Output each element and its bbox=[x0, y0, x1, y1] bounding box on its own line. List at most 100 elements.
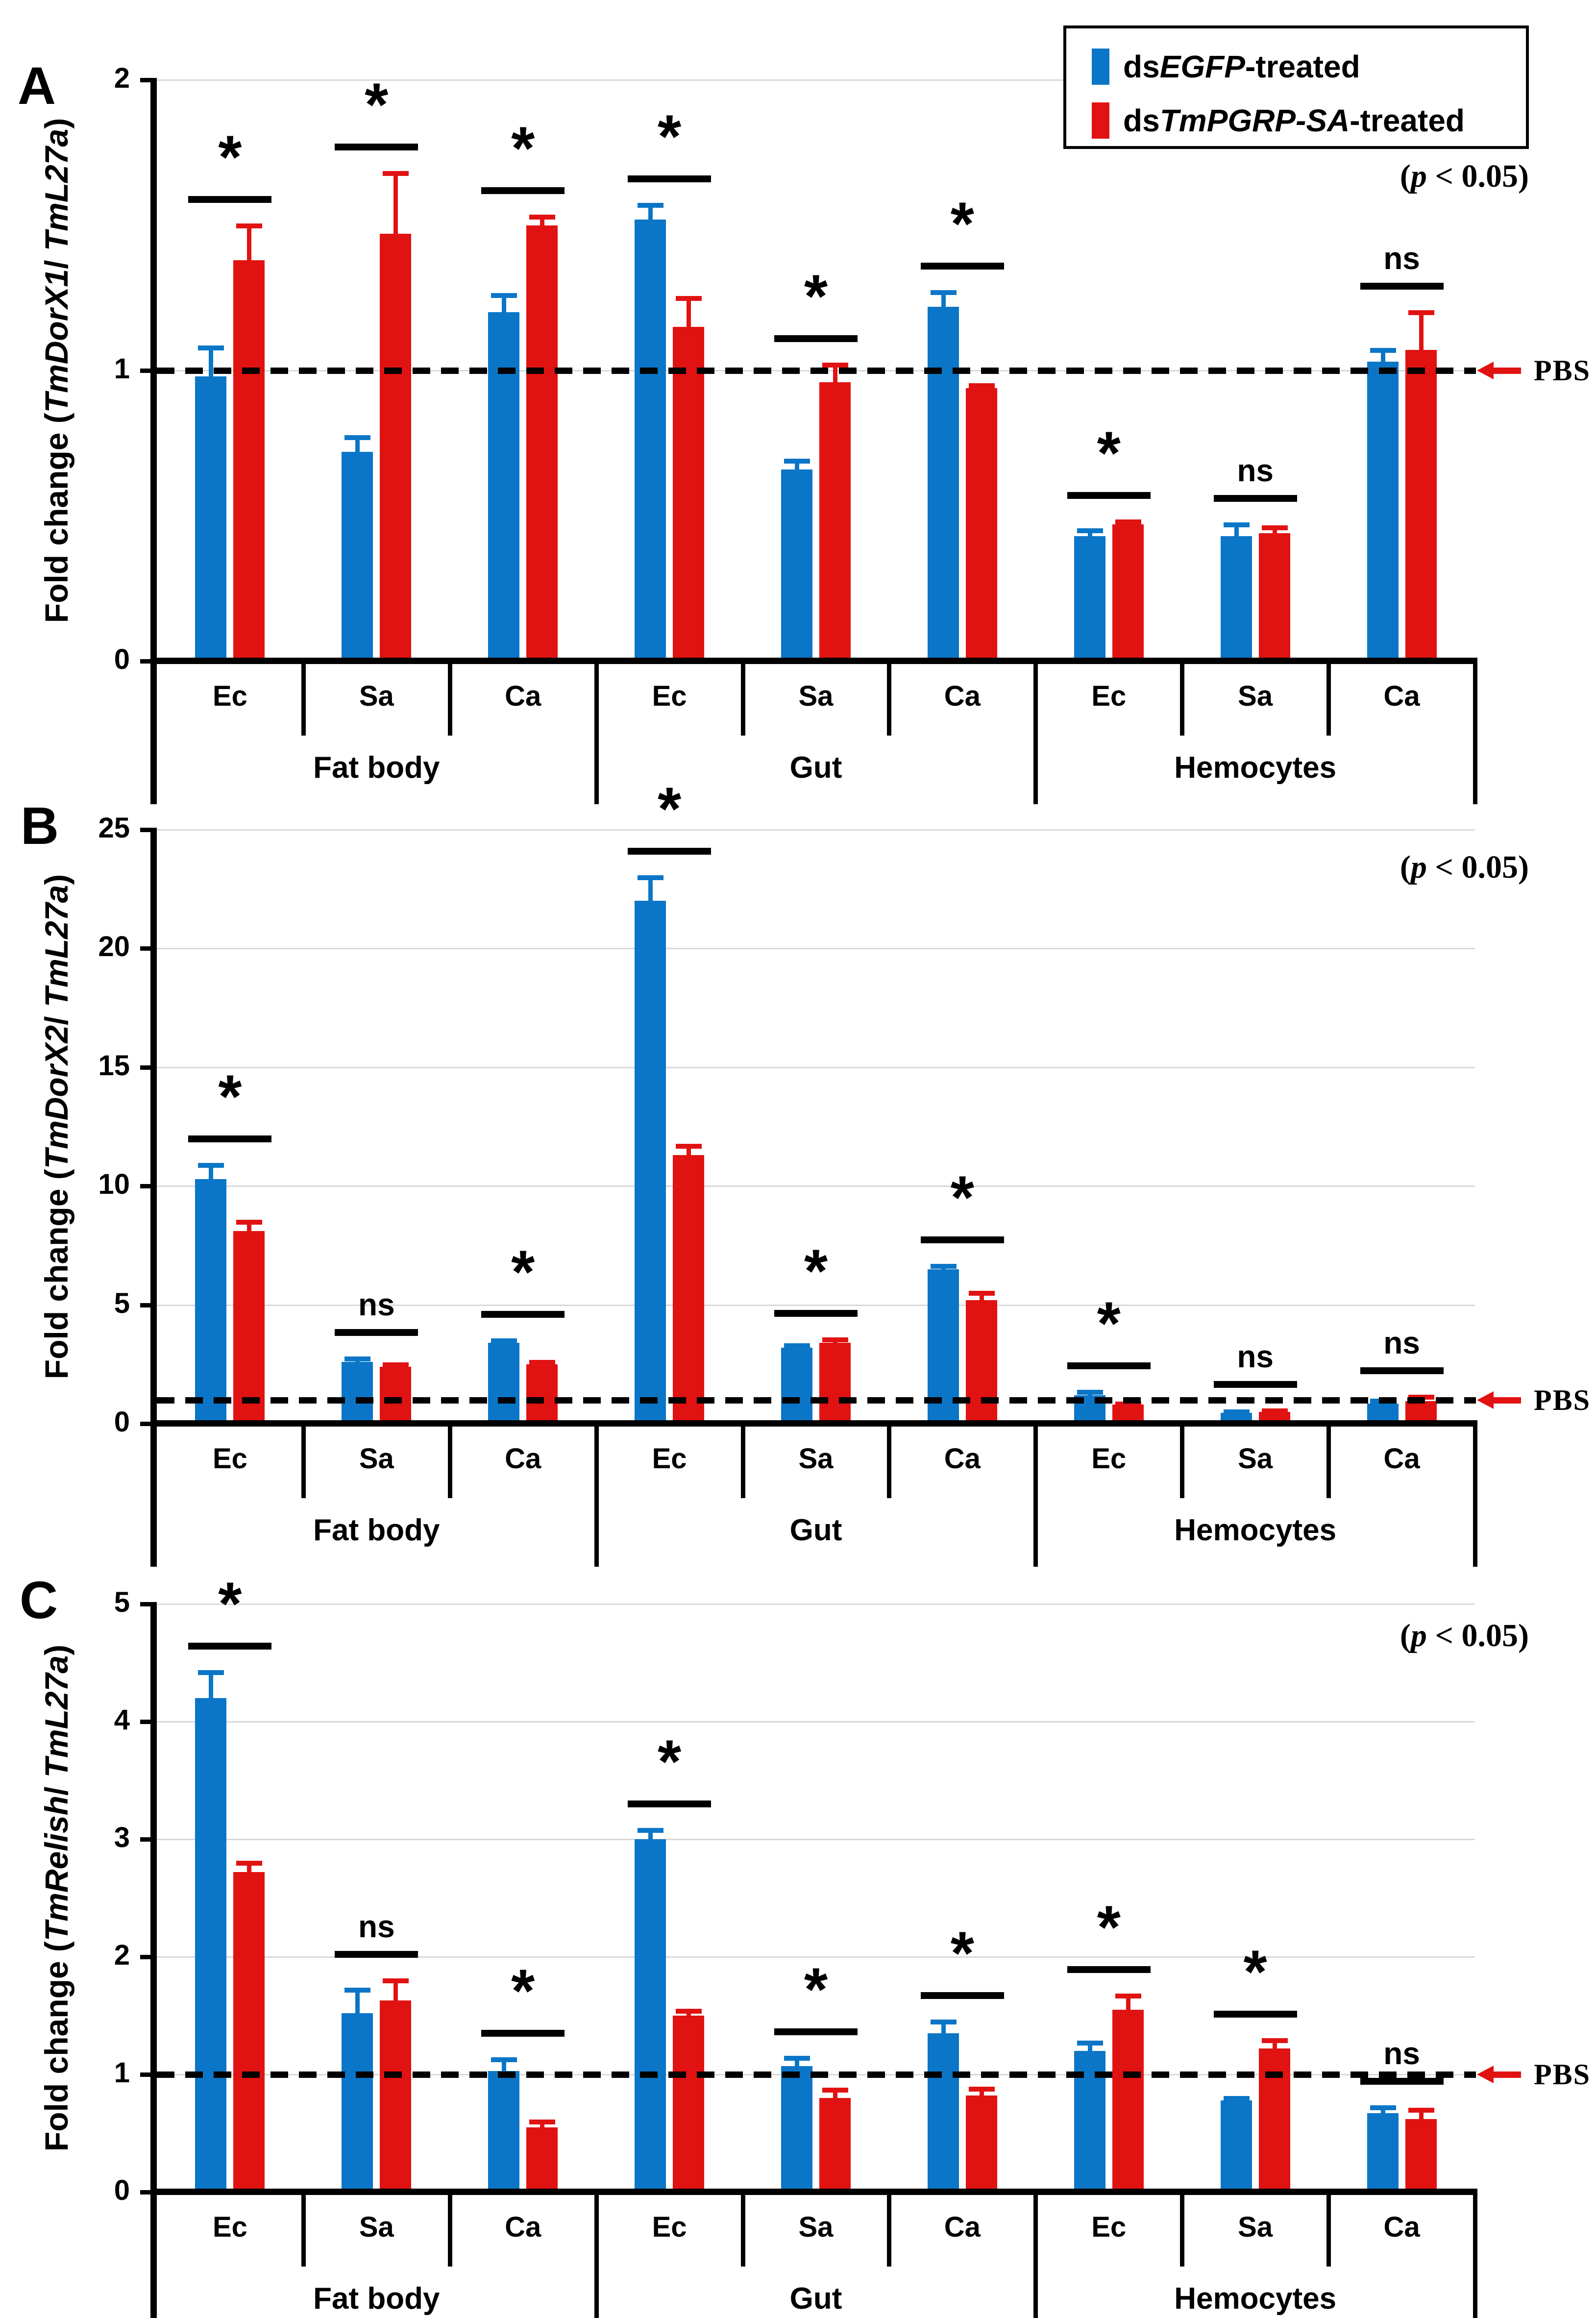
tissue-separator bbox=[594, 1424, 599, 1567]
significance-asterisk: * bbox=[218, 123, 242, 191]
y-label-gene: TmDorX2 bbox=[38, 1025, 74, 1169]
y-tick-mark bbox=[140, 1955, 157, 1959]
error-bar-stem bbox=[648, 204, 653, 232]
error-bar-cap bbox=[236, 1861, 263, 1866]
legend-label-dsTmPGRP-SA: dsTmPGRP-SA-treated bbox=[1123, 102, 1465, 139]
plot-right-border bbox=[1473, 661, 1477, 804]
error-bar-stem bbox=[247, 1863, 252, 1885]
y-gridline bbox=[157, 1066, 1475, 1068]
y-axis-line bbox=[150, 78, 157, 804]
error-bar-cap bbox=[638, 875, 664, 880]
error-bar-cap bbox=[491, 293, 517, 298]
y-label-slash: / bbox=[38, 1007, 74, 1025]
legend-text: ds bbox=[1123, 49, 1160, 84]
plot-right-border bbox=[1473, 2192, 1477, 2318]
y-tick-label: 0 bbox=[114, 643, 130, 675]
error-bar-stem bbox=[979, 2088, 984, 2109]
x-tick-label: Ec bbox=[1091, 1443, 1127, 1475]
significance-line bbox=[1360, 283, 1444, 290]
significance-ns: ns bbox=[1383, 2036, 1420, 2071]
error-bar-cap bbox=[968, 1291, 995, 1296]
group-separator bbox=[447, 2192, 452, 2267]
pbs-arrow-shaft bbox=[1494, 1397, 1521, 1404]
bar-blue bbox=[1220, 536, 1252, 661]
error-bar-stem bbox=[941, 1265, 946, 1282]
pbs-arrow-shaft bbox=[1494, 2071, 1521, 2078]
y-label-ref: TmL27a bbox=[38, 128, 74, 251]
y-label-gene: TmRelish bbox=[38, 1796, 74, 1942]
y-gridline bbox=[157, 1839, 1475, 1840]
error-bar-stem bbox=[502, 295, 507, 325]
bar-red bbox=[233, 1872, 265, 2192]
error-bar-cap bbox=[1261, 525, 1288, 531]
p-note-text: ( bbox=[1400, 849, 1411, 885]
pbs-annotation-B: PBS bbox=[1477, 1384, 1591, 1416]
bar-red bbox=[673, 1155, 705, 1424]
significance-asterisk: * bbox=[511, 1238, 535, 1307]
pbs-label: PBS bbox=[1534, 2058, 1591, 2091]
y-tick-mark bbox=[140, 2072, 157, 2077]
bar-red bbox=[1112, 2010, 1144, 2192]
x-tick-label: Ec bbox=[212, 680, 247, 712]
error-bar-cap bbox=[1223, 1409, 1250, 1415]
bar-blue bbox=[781, 469, 812, 661]
error-bar-cap bbox=[1370, 348, 1396, 353]
error-bar-cap bbox=[638, 1827, 664, 1833]
legend: dsEGFP-treated dsTmPGRP-SA-treated bbox=[1063, 25, 1529, 149]
bar-red bbox=[233, 260, 265, 661]
error-bar-cap bbox=[822, 2088, 848, 2093]
error-bar-cap bbox=[344, 1356, 371, 1361]
legend-swatch-blue bbox=[1092, 49, 1109, 85]
bar-red bbox=[965, 1300, 997, 1424]
error-bar-cap bbox=[1223, 2096, 1250, 2101]
p-note-text: < 0.05) bbox=[1426, 1618, 1529, 1653]
y-tick-label: 20 bbox=[98, 931, 130, 963]
pbs-annotation-C: PBS bbox=[1477, 2058, 1591, 2091]
error-bar-stem bbox=[1087, 530, 1092, 549]
bar-red bbox=[233, 1231, 265, 1424]
significance-line bbox=[188, 1643, 272, 1650]
error-bar-stem bbox=[1380, 2107, 1385, 2126]
significance-line bbox=[481, 1311, 565, 1318]
x-tick-label: Ec bbox=[652, 1443, 687, 1475]
y-tick-label: 3 bbox=[114, 1822, 130, 1853]
p-note-text: < 0.05) bbox=[1426, 849, 1529, 885]
significance-line bbox=[1067, 1362, 1151, 1369]
x-tick-label: Sa bbox=[359, 1443, 394, 1475]
significance-line bbox=[1213, 1381, 1297, 1388]
error-bar-stem bbox=[1419, 312, 1424, 363]
pbs-dashed-line bbox=[157, 2071, 1476, 2078]
tissue-label: Gut bbox=[789, 1513, 842, 1547]
error-bar-cap bbox=[491, 1338, 517, 1344]
error-bar-cap bbox=[676, 1143, 702, 1149]
tissue-label: Hemocytes bbox=[1174, 2282, 1337, 2316]
error-bar-cap bbox=[676, 2009, 702, 2014]
bar-red bbox=[673, 327, 705, 661]
error-bar-stem bbox=[687, 1145, 691, 1168]
bar-blue bbox=[488, 1343, 520, 1424]
error-bar-stem bbox=[941, 292, 946, 320]
x-tick-label: Ca bbox=[1383, 1443, 1420, 1475]
significance-ns: ns bbox=[358, 1286, 395, 1322]
error-bar-stem bbox=[502, 2059, 507, 2084]
significance-line bbox=[481, 2029, 565, 2037]
error-bar-stem bbox=[941, 2022, 946, 2046]
x-tick-label: Sa bbox=[798, 2211, 834, 2243]
y-tick-mark bbox=[140, 1303, 157, 1307]
error-bar-cap bbox=[236, 1219, 263, 1225]
error-bar-cap bbox=[930, 290, 957, 295]
significance-line bbox=[1213, 2011, 1297, 2018]
significance-ns: ns bbox=[1237, 1339, 1274, 1375]
error-bar-cap bbox=[1408, 2108, 1434, 2113]
error-bar-cap bbox=[383, 171, 409, 176]
error-bar-cap bbox=[1115, 1401, 1141, 1406]
bar-red bbox=[526, 225, 558, 661]
error-bar-cap bbox=[383, 1978, 409, 1983]
y-label-close: ) bbox=[38, 1644, 74, 1655]
x-tick-label: Sa bbox=[1238, 2211, 1273, 2243]
legend-text: ds bbox=[1123, 103, 1160, 138]
group-separator bbox=[447, 1424, 452, 1498]
bar-red bbox=[673, 2016, 705, 2192]
significance-line bbox=[628, 847, 712, 855]
